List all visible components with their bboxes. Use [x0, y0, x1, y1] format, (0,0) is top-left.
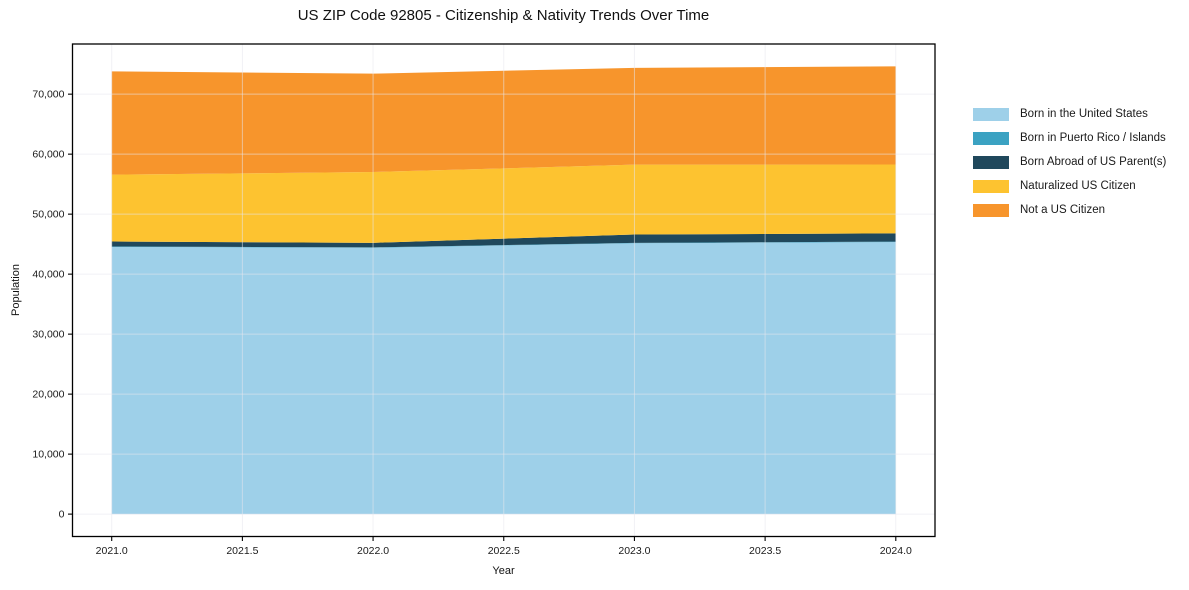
legend-item-born-in-puerto-rico-islands: Born in Puerto Rico / Islands [973, 126, 1166, 150]
y-tick-label: 50,000 [32, 209, 64, 221]
y-tick-label: 70,000 [32, 89, 64, 101]
legend-label: Born Abroad of US Parent(s) [1020, 156, 1167, 168]
x-tick-label: 2024.0 [880, 545, 912, 557]
legend-swatch-icon [973, 155, 1009, 169]
legend-label: Not a US Citizen [1020, 204, 1106, 216]
legend-swatch-icon [973, 131, 1009, 145]
y-tick-label: 10,000 [32, 449, 64, 461]
legend-swatch-icon [973, 107, 1009, 121]
x-tick-label: 2022.5 [488, 545, 520, 557]
area-born-in-puerto-rico-islands [111, 241, 896, 248]
legend-label: Born in the United States [1020, 108, 1148, 120]
chart-title: US ZIP Code 92805 - Citizenship & Nativi… [297, 7, 710, 24]
legend-item-naturalized-us-citizen: Naturalized US Citizen [973, 174, 1166, 198]
legend-label: Born in Puerto Rico / Islands [1020, 132, 1166, 144]
y-tick-label: 20,000 [32, 389, 64, 401]
y-axis-label: Population [10, 264, 22, 316]
y-tick-label: 30,000 [32, 329, 64, 341]
legend-item-born-in-the-united-states: Born in the United States [973, 102, 1166, 126]
x-tick-label: 2023.0 [618, 545, 650, 557]
x-tick-label: 2021.5 [226, 545, 258, 557]
y-tick-label: 40,000 [32, 269, 64, 281]
y-tick-label: 0 [59, 509, 65, 521]
x-axis-label: Year [492, 565, 515, 577]
legend-item-born-abroad-of-us-parent-s: Born Abroad of US Parent(s) [973, 150, 1166, 174]
x-tick-label: 2023.5 [749, 545, 781, 557]
legend-swatch-icon [973, 179, 1009, 193]
x-tick-label: 2021.0 [96, 545, 128, 557]
legend-label: Naturalized US Citizen [1020, 180, 1136, 192]
legend: Born in the United States Born in Puerto … [973, 102, 1166, 222]
y-tick-label: 60,000 [32, 149, 64, 161]
legend-item-not-a-us-citizen: Not a US Citizen [973, 198, 1166, 222]
legend-swatch-icon [973, 203, 1009, 217]
x-tick-label: 2022.0 [357, 545, 389, 557]
